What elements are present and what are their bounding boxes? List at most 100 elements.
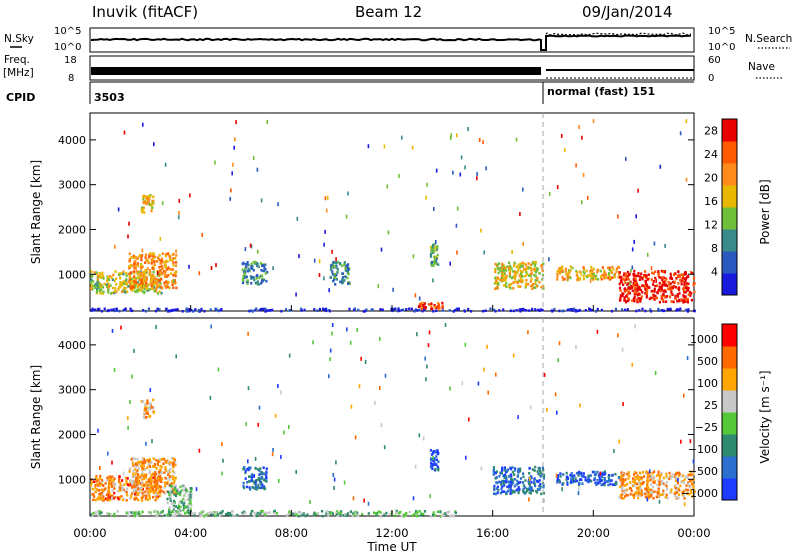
- power-cell: [680, 282, 683, 286]
- power-cell: [230, 188, 232, 193]
- velocity-cell: [167, 508, 171, 511]
- power-cell: [530, 284, 533, 288]
- velocity-cell: [135, 491, 138, 494]
- power-cell: [574, 308, 577, 312]
- velocity-cell: [361, 512, 364, 516]
- power-cell: [613, 275, 616, 279]
- power-cell: [200, 307, 203, 311]
- velocity-cell: [162, 490, 165, 494]
- power-cell: [119, 272, 122, 275]
- velocity-cell: [150, 484, 154, 488]
- velocity-cell: [108, 475, 111, 478]
- velocity-cell: [577, 472, 580, 475]
- velocity-cell: [610, 479, 613, 482]
- velocity-cell: [507, 475, 511, 478]
- power-cell: [685, 177, 688, 182]
- velocity-cell: [680, 439, 682, 444]
- power-cell: [141, 285, 144, 288]
- velocity-cell: [644, 495, 647, 499]
- velocity-cell: [108, 498, 111, 502]
- velocity-cell: [140, 499, 144, 502]
- velocity-cell: [191, 512, 194, 515]
- velocity-cell: [632, 480, 635, 483]
- power-cell: [98, 283, 101, 286]
- velocity-cell: [94, 484, 97, 487]
- power-cell: [128, 266, 131, 270]
- x-tick-label: 12:00: [375, 526, 408, 540]
- velocity-cell: [349, 340, 352, 345]
- velocity-cell: [211, 513, 215, 517]
- velocity-cell: [244, 477, 247, 480]
- velocity-cell: [142, 475, 145, 478]
- power-cell: [173, 308, 176, 312]
- power-cell: [528, 266, 531, 270]
- velocity-cell: [674, 473, 677, 476]
- velocity-cell: [185, 487, 188, 490]
- power-cell: [590, 266, 593, 269]
- power-colorbar-tick: 20: [704, 172, 718, 185]
- velocity-cell: [656, 492, 659, 495]
- velocity-cell: [638, 476, 641, 479]
- power-cell: [94, 282, 97, 286]
- velocity-cell: [177, 511, 180, 515]
- velocity-cell: [249, 466, 252, 470]
- power-cell: [638, 286, 641, 289]
- power-cell: [298, 254, 300, 259]
- velocity-cell: [622, 491, 626, 494]
- velocity-cell: [635, 471, 638, 475]
- velocity-cell: [577, 491, 580, 496]
- power-cell: [610, 277, 613, 280]
- power-cell: [514, 280, 517, 283]
- velocity-cell: [502, 482, 505, 485]
- noise-panel: N.Sky 10^5 10^0 10^5 10^0 N.Search: [4, 26, 792, 53]
- power-cell: [561, 265, 564, 268]
- velocity-cell: [649, 494, 652, 497]
- power-cell: [522, 241, 524, 246]
- power-cell: [155, 288, 158, 293]
- power-cell: [620, 278, 623, 282]
- velocity-cell: [174, 461, 177, 464]
- velocity-cell: [182, 494, 185, 498]
- velocity-cell: [130, 494, 133, 497]
- velocity-cell: [689, 485, 692, 488]
- velocity-cell: [430, 466, 433, 469]
- velocity-cell: [333, 486, 335, 490]
- velocity-cell: [542, 485, 545, 489]
- power-cell: [532, 286, 535, 289]
- velocity-cell: [134, 512, 137, 515]
- power-cell: [681, 277, 684, 280]
- power-cell: [564, 267, 567, 271]
- time-x-axis: 00:00 04:00 08:00 12:00 16:00 20:00 00:00: [73, 305, 711, 540]
- power-cell: [166, 252, 170, 255]
- velocity-cell: [135, 476, 138, 479]
- power-cell: [198, 271, 201, 276]
- velocity-cell: [187, 492, 190, 496]
- velocity-cell: [91, 487, 94, 491]
- velocity-cell: [653, 470, 656, 473]
- velocity-cell: [436, 465, 439, 469]
- velocity-cell: [121, 479, 124, 482]
- power-cell: [136, 256, 139, 260]
- velocity-cell: [335, 511, 338, 515]
- power-cell: [261, 280, 264, 283]
- power-cell: [650, 266, 653, 271]
- power-cell: [538, 309, 541, 312]
- power-cell: [280, 309, 283, 313]
- power-cell: [636, 274, 640, 278]
- velocity-cell: [506, 485, 509, 489]
- velocity-cell: [220, 511, 223, 515]
- velocity-cell: [146, 402, 149, 405]
- velocity-cell: [603, 483, 606, 487]
- velocity-cell: [638, 478, 641, 482]
- power-cell: [111, 278, 114, 281]
- velocity-cell: [608, 478, 611, 481]
- power-cell: [150, 284, 153, 288]
- power-cell: [618, 273, 621, 277]
- power-cell: [164, 273, 167, 276]
- power-cell: [435, 260, 438, 264]
- power-cell: [482, 140, 484, 145]
- velocity-cell: [437, 460, 440, 463]
- velocity-cell: [688, 492, 691, 496]
- power-cell: [526, 267, 529, 270]
